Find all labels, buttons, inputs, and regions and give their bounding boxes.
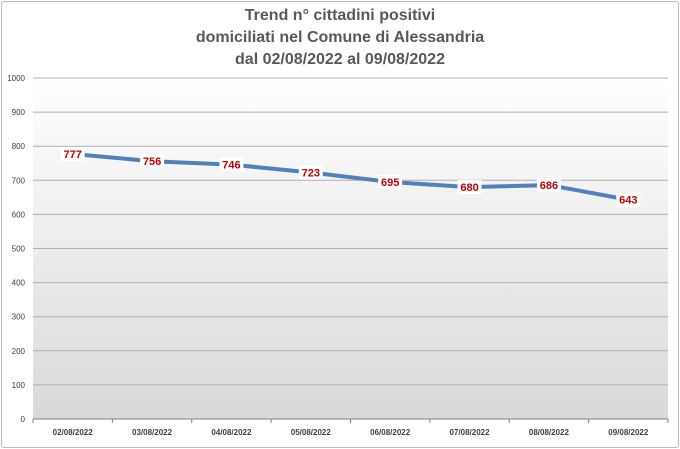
data-point: 746	[219, 157, 244, 172]
x-tick-label: 08/08/2022	[529, 428, 570, 437]
y-axis: 0 100 200 300 400 500 600 700 800 900 1000	[7, 74, 25, 424]
y-tick-label: 700	[12, 176, 26, 185]
x-tick-label: 07/08/2022	[450, 428, 491, 437]
chart-title-line-1: Trend n° cittadini positivi	[244, 7, 436, 24]
y-tick-label: 200	[12, 347, 26, 356]
y-tick-label: 800	[12, 142, 26, 151]
y-tick-label: 600	[12, 210, 26, 219]
data-point: 695	[378, 175, 403, 190]
data-point: 723	[298, 165, 323, 180]
data-point: 686	[536, 178, 561, 193]
y-tick-label: 100	[12, 381, 26, 390]
x-tick-label: 03/08/2022	[132, 428, 173, 437]
y-tick-label: 300	[12, 313, 26, 322]
y-tick-label: 1000	[7, 74, 25, 83]
data-label: 746	[222, 160, 240, 172]
x-tick-label: 02/08/2022	[53, 428, 94, 437]
data-label: 643	[619, 195, 637, 207]
y-tick-label: 500	[12, 245, 26, 254]
data-label-box	[219, 157, 244, 172]
data-label: 777	[64, 149, 82, 161]
chart-title-line-2: domiciliati nel Comune di Alessandria	[195, 29, 485, 46]
x-tick-label: 06/08/2022	[370, 428, 411, 437]
x-tick-label: 04/08/2022	[211, 428, 252, 437]
data-label: 695	[381, 177, 399, 189]
data-point: 643	[616, 192, 641, 207]
y-tick-label: 0	[21, 415, 26, 424]
data-label-box	[536, 178, 561, 193]
data-point: 777	[60, 147, 85, 162]
data-label: 686	[540, 180, 558, 192]
data-label: 680	[460, 182, 478, 194]
data-label-box	[457, 180, 482, 195]
y-tick-label: 400	[12, 279, 26, 288]
data-label-box	[378, 175, 403, 190]
data-label: 723	[302, 167, 320, 179]
series-line	[70, 152, 631, 202]
x-tick-label: 05/08/2022	[291, 428, 332, 437]
data-label-box	[60, 147, 85, 162]
data-label-box	[616, 192, 641, 207]
gridlines	[33, 77, 668, 386]
data-label-box	[298, 165, 323, 180]
data-labels: 777 756 746 723 695 680 686 643	[60, 147, 641, 207]
data-point: 756	[140, 154, 165, 169]
data-label: 756	[143, 156, 161, 168]
x-axis: 02/08/2022 03/08/2022 04/08/2022 05/08/2022…	[32, 418, 669, 437]
x-tick-label: 09/08/2022	[608, 428, 649, 437]
data-label-box	[140, 154, 165, 169]
y-tick-label: 900	[12, 108, 26, 117]
chart-title-line-3: dal 02/08/2022 al 09/08/2022	[235, 51, 445, 68]
data-point: 680	[457, 180, 482, 195]
